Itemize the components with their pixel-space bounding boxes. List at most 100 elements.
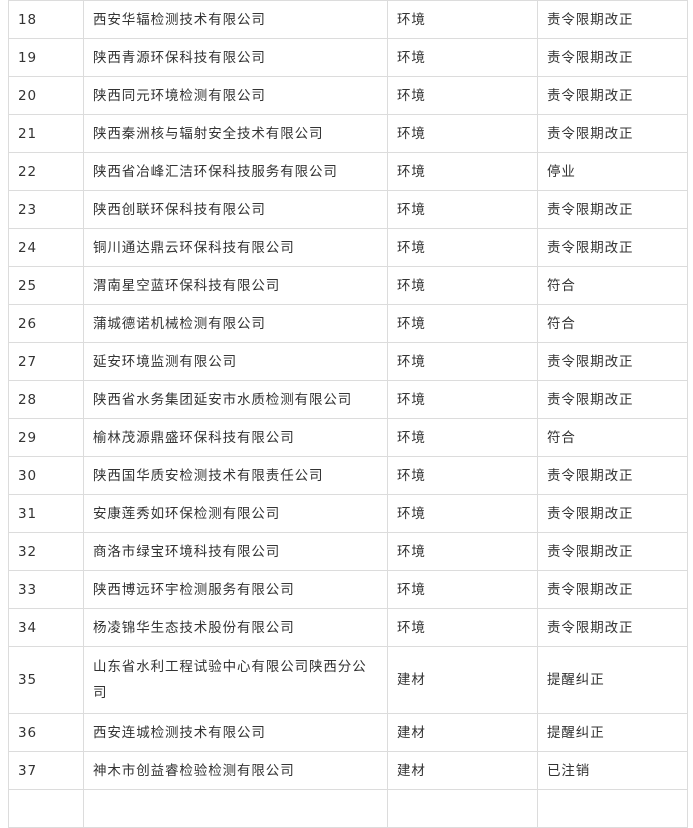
field-cell: 建材 [387,646,538,714]
company-name-cell: 西安连城检测技术有限公司 [83,713,388,752]
table-row: 34 杨凌锦华生态技术股份有限公司 环境 责令限期改正 [8,608,688,647]
field-cell: 环境 [387,456,538,495]
row-number-cell: 22 [8,152,84,191]
table-row: 28 陕西省水务集团延安市水质检测有限公司 环境 责令限期改正 [8,380,688,419]
field-cell: 建材 [387,713,538,752]
row-number-cell: 35 [8,646,84,714]
row-number-cell: 24 [8,228,84,267]
company-name-cell: 延安环境监测有限公司 [83,342,388,381]
result-cell: 责令限期改正 [537,570,688,609]
table-row: 31 安康莲秀如环保检测有限公司 环境 责令限期改正 [8,494,688,533]
row-number-cell: 23 [8,190,84,229]
result-cell: 责令限期改正 [537,228,688,267]
result-cell: 停业 [537,152,688,191]
row-number-cell: 28 [8,380,84,419]
company-name-cell: 铜川通达鼎云环保科技有限公司 [83,228,388,267]
company-name-cell: 山东省水利工程试验中心有限公司陕西分公司 [83,646,388,714]
field-cell: 环境 [387,266,538,305]
company-name-cell: 陕西博远环宇检测服务有限公司 [83,570,388,609]
company-name-cell: 陕西省水务集团延安市水质检测有限公司 [83,380,388,419]
field-cell [387,789,538,828]
result-cell: 责令限期改正 [537,342,688,381]
company-name-cell [83,789,388,828]
row-number-cell: 30 [8,456,84,495]
table-body: 18 西安华辐检测技术有限公司 环境 责令限期改正 19 陕西青源环保科技有限公司 环境 责令… [8,0,688,828]
field-cell: 环境 [387,114,538,153]
table-row: 18 西安华辐检测技术有限公司 环境 责令限期改正 [8,0,688,39]
table-row: 32 商洛市绿宝环境科技有限公司 环境 责令限期改正 [8,532,688,571]
row-number-cell: 33 [8,570,84,609]
row-number-cell: 18 [8,0,84,39]
table-row: 33 陕西博远环宇检测服务有限公司 环境 责令限期改正 [8,570,688,609]
company-name-cell: 陕西省冶峰汇洁环保科技服务有限公司 [83,152,388,191]
result-cell: 符合 [537,304,688,343]
field-cell: 环境 [387,304,538,343]
table-row: 27 延安环境监测有限公司 环境 责令限期改正 [8,342,688,381]
company-name-cell: 渭南星空蓝环保科技有限公司 [83,266,388,305]
row-number-cell: 34 [8,608,84,647]
table-row: 30 陕西国华质安检测技术有限责任公司 环境 责令限期改正 [8,456,688,495]
field-cell: 环境 [387,418,538,457]
field-cell: 环境 [387,190,538,229]
table-row: 37 神木市创益睿检验检测有限公司 建材 已注销 [8,751,688,790]
row-number-cell: 26 [8,304,84,343]
result-cell: 已注销 [537,751,688,790]
result-cell: 责令限期改正 [537,456,688,495]
row-number-cell: 29 [8,418,84,457]
field-cell: 环境 [387,570,538,609]
result-cell: 提醒纠正 [537,646,688,714]
result-cell [537,789,688,828]
field-cell: 环境 [387,342,538,381]
company-name-cell: 陕西同元环境检测有限公司 [83,76,388,115]
field-cell: 环境 [387,76,538,115]
row-number-cell: 20 [8,76,84,115]
table-row: 22 陕西省冶峰汇洁环保科技服务有限公司 环境 停业 [8,152,688,191]
field-cell: 环境 [387,380,538,419]
table-row: 29 榆林茂源鼎盛环保科技有限公司 环境 符合 [8,418,688,457]
row-number-cell: 25 [8,266,84,305]
company-name-cell: 西安华辐检测技术有限公司 [83,0,388,39]
result-cell: 责令限期改正 [537,190,688,229]
company-name-cell: 杨凌锦华生态技术股份有限公司 [83,608,388,647]
result-cell: 提醒纠正 [537,713,688,752]
company-name-cell: 榆林茂源鼎盛环保科技有限公司 [83,418,388,457]
table-row: 21 陕西秦洲核与辐射安全技术有限公司 环境 责令限期改正 [8,114,688,153]
table-row: 35 山东省水利工程试验中心有限公司陕西分公司 建材 提醒纠正 [8,646,688,714]
field-cell: 环境 [387,608,538,647]
row-number-cell: 21 [8,114,84,153]
result-cell: 责令限期改正 [537,0,688,39]
company-name-cell: 蒲城德诺机械检测有限公司 [83,304,388,343]
field-cell: 环境 [387,152,538,191]
company-name-cell: 神木市创益睿检验检测有限公司 [83,751,388,790]
table-row [8,789,688,828]
company-name-cell: 陕西秦洲核与辐射安全技术有限公司 [83,114,388,153]
inspection-results-table: 18 西安华辐检测技术有限公司 环境 责令限期改正 19 陕西青源环保科技有限公司 环境 责令… [8,0,688,828]
company-name-cell: 陕西创联环保科技有限公司 [83,190,388,229]
field-cell: 环境 [387,0,538,39]
table-row: 25 渭南星空蓝环保科技有限公司 环境 符合 [8,266,688,305]
company-name-cell: 商洛市绿宝环境科技有限公司 [83,532,388,571]
result-cell: 符合 [537,418,688,457]
table-row: 26 蒲城德诺机械检测有限公司 环境 符合 [8,304,688,343]
field-cell: 环境 [387,494,538,533]
result-cell: 符合 [537,266,688,305]
result-cell: 责令限期改正 [537,532,688,571]
company-name-cell: 陕西青源环保科技有限公司 [83,38,388,77]
table-row: 19 陕西青源环保科技有限公司 环境 责令限期改正 [8,38,688,77]
result-cell: 责令限期改正 [537,380,688,419]
table-row: 36 西安连城检测技术有限公司 建材 提醒纠正 [8,713,688,752]
field-cell: 环境 [387,228,538,267]
result-cell: 责令限期改正 [537,114,688,153]
table-row: 23 陕西创联环保科技有限公司 环境 责令限期改正 [8,190,688,229]
company-name-cell: 陕西国华质安检测技术有限责任公司 [83,456,388,495]
table-row: 20 陕西同元环境检测有限公司 环境 责令限期改正 [8,76,688,115]
company-name-cell: 安康莲秀如环保检测有限公司 [83,494,388,533]
row-number-cell: 27 [8,342,84,381]
row-number-cell: 37 [8,751,84,790]
result-cell: 责令限期改正 [537,494,688,533]
row-number-cell [8,789,84,828]
result-cell: 责令限期改正 [537,76,688,115]
result-cell: 责令限期改正 [537,38,688,77]
row-number-cell: 31 [8,494,84,533]
table-row: 24 铜川通达鼎云环保科技有限公司 环境 责令限期改正 [8,228,688,267]
